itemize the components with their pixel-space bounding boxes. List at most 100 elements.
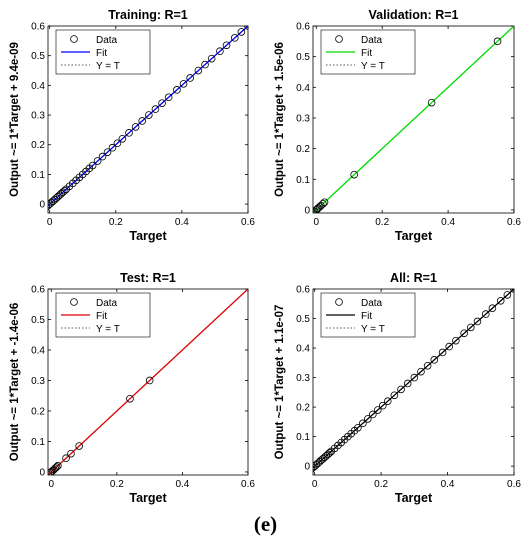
y-tick-label: 0.4 — [296, 83, 310, 94]
data-point — [118, 134, 127, 143]
y-tick-label: 0.3 — [296, 373, 310, 384]
data-point — [452, 336, 460, 345]
data-point — [48, 206, 49, 211]
data-point — [481, 310, 490, 318]
fit-line — [313, 26, 514, 213]
y-axis-label: Output ~= 1*Target + -1.4e-06 — [9, 303, 21, 462]
y-tick-label: 0.6 — [296, 22, 310, 33]
legend-marker-data — [70, 298, 78, 306]
data-point — [93, 157, 102, 165]
data-point — [48, 203, 51, 211]
data-point — [88, 161, 97, 170]
data-point — [207, 54, 216, 63]
data-point — [445, 342, 454, 351]
data-point — [194, 66, 203, 75]
y-tick-label: 0.6 — [31, 22, 45, 33]
y-axis-label: Output ~= 1*Target + 1.5e-06 — [274, 42, 286, 197]
y-tick-label: 0.2 — [31, 406, 45, 417]
data-point — [423, 361, 432, 370]
plot-title: Test: R=1 — [120, 271, 176, 285]
x-tick-label: 0.2 — [375, 217, 389, 228]
data-point — [410, 373, 419, 382]
legend-label-data: Data — [96, 35, 118, 46]
legend-label-fit: Fit — [96, 48, 107, 59]
x-tick-label: 0.6 — [241, 217, 255, 228]
figure-caption: (e) — [253, 512, 278, 536]
plot-panel-3: 0 0.2 0.4 0.6 0 0.1 0.2 0.3 0.4 0.5 0.6 Data Fit Y = … — [9, 271, 255, 505]
data-point — [460, 329, 468, 338]
data-point — [201, 60, 209, 69]
data-point — [378, 401, 387, 410]
x-tick-label: 0.4 — [175, 217, 189, 228]
y-tick-label: 0.2 — [31, 140, 45, 151]
plot-title: Validation: R=1 — [369, 8, 459, 22]
y-tick-label: 0.5 — [296, 52, 310, 63]
data-point — [383, 397, 392, 405]
x-tick-label: 0.4 — [441, 217, 455, 228]
data-point — [173, 86, 181, 94]
data-point — [430, 356, 439, 364]
data-point — [364, 415, 372, 423]
legend-label-fit: Fit — [96, 311, 107, 322]
y-tick-label: 0.2 — [296, 403, 310, 414]
x-axis-label: Target — [395, 491, 433, 505]
data-point — [230, 34, 239, 42]
data-point — [369, 410, 377, 419]
data-point — [427, 98, 436, 107]
data-point — [51, 464, 60, 473]
y-tick-label: 0.2 — [296, 144, 310, 155]
y-tick-label: 0 — [39, 467, 45, 478]
data-point — [313, 465, 316, 473]
data-point — [488, 304, 497, 312]
x-tick-label: 0.6 — [507, 479, 521, 490]
data-point — [350, 170, 358, 179]
data-point — [503, 291, 512, 299]
legend-label-data: Data — [361, 298, 383, 309]
legend-marker-data — [335, 35, 343, 43]
y-tick-label: 0.5 — [296, 314, 310, 325]
data-point — [48, 201, 52, 210]
y-axis-label: Output ~= 1*Target + 9.4e-09 — [9, 42, 21, 197]
x-tick-label: 0.4 — [175, 479, 189, 490]
y-tick-label: 0.1 — [296, 432, 310, 443]
data-point — [151, 105, 160, 113]
data-point — [373, 406, 382, 414]
plot-panel-4: 0 0.2 0.4 0.6 0 0.1 0.2 0.3 0.4 0.5 0.6 Data Fit Y = … — [274, 271, 521, 505]
data-point — [164, 93, 173, 102]
x-tick-label: 0 — [312, 479, 318, 490]
x-axis-label: Target — [129, 229, 167, 243]
data-point — [313, 468, 314, 473]
y-tick-label: 0 — [304, 205, 310, 216]
data-point — [186, 74, 194, 82]
data-point — [325, 449, 334, 457]
legend-marker-data — [335, 298, 343, 306]
legend-label-identity: Y = T — [361, 61, 385, 72]
y-tick-label: 0.1 — [296, 175, 310, 186]
data-point — [60, 186, 69, 195]
legend-label-identity: Y = T — [96, 324, 120, 335]
data-point — [390, 391, 399, 400]
y-tick-label: 0.3 — [31, 111, 45, 122]
data-point — [138, 117, 147, 125]
data-point — [145, 111, 153, 119]
plot-title: Training: R=1 — [108, 8, 188, 22]
data-point — [438, 348, 447, 357]
data-point — [52, 463, 61, 471]
data-point — [473, 317, 482, 326]
data-point — [145, 376, 154, 385]
data-point — [158, 99, 166, 107]
data-point — [359, 419, 367, 428]
data-point — [108, 143, 117, 152]
legend-label-fit: Fit — [361, 311, 372, 322]
fit-line — [48, 289, 248, 475]
legend-label-identity: Y = T — [96, 61, 120, 72]
data-point — [354, 423, 362, 432]
data-point — [237, 28, 246, 36]
legend-marker-data — [70, 35, 78, 43]
data-point — [216, 47, 224, 56]
y-tick-label: 0.6 — [31, 285, 45, 296]
y-tick-label: 0.3 — [296, 113, 310, 124]
y-tick-label: 0.5 — [31, 51, 45, 62]
data-point — [496, 297, 505, 305]
y-tick-label: 0.1 — [31, 437, 45, 448]
